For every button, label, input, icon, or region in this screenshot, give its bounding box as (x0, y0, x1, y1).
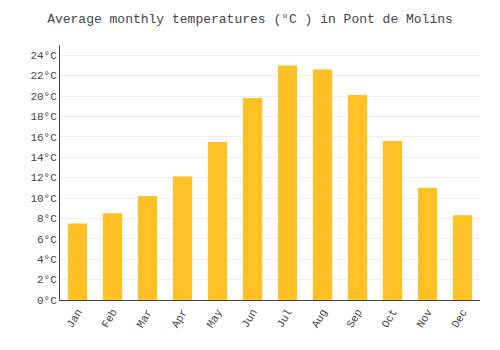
svg-text:Apr: Apr (170, 307, 190, 330)
svg-text:8°C: 8°C (37, 213, 57, 225)
svg-text:16°C: 16°C (30, 132, 57, 144)
svg-text:Feb: Feb (100, 307, 120, 330)
svg-text:Sep: Sep (345, 307, 365, 330)
svg-text:Oct: Oct (380, 307, 400, 330)
svg-text:Jul: Jul (275, 307, 295, 330)
svg-text:6°C: 6°C (37, 234, 57, 246)
svg-text:24°C: 24°C (30, 50, 57, 62)
svg-text:Jun: Jun (240, 307, 260, 330)
svg-text:10°C: 10°C (30, 193, 57, 205)
svg-text:Nov: Nov (415, 307, 435, 330)
svg-text:Mar: Mar (135, 307, 155, 330)
svg-text:4°C: 4°C (37, 254, 57, 266)
svg-text:14°C: 14°C (30, 152, 57, 164)
svg-text:Dec: Dec (450, 307, 470, 330)
svg-text:0°C: 0°C (37, 295, 57, 307)
svg-text:Aug: Aug (310, 307, 330, 330)
svg-text:2°C: 2°C (37, 274, 57, 286)
svg-text:22°C: 22°C (30, 70, 57, 82)
svg-text:Jan: Jan (65, 307, 85, 330)
svg-text:12°C: 12°C (30, 172, 57, 184)
svg-text:Average monthly temperatures (: Average monthly temperatures (°C ) in Po… (47, 12, 453, 27)
svg-text:May: May (205, 307, 225, 330)
svg-text:18°C: 18°C (30, 111, 57, 123)
svg-text:20°C: 20°C (30, 91, 57, 103)
